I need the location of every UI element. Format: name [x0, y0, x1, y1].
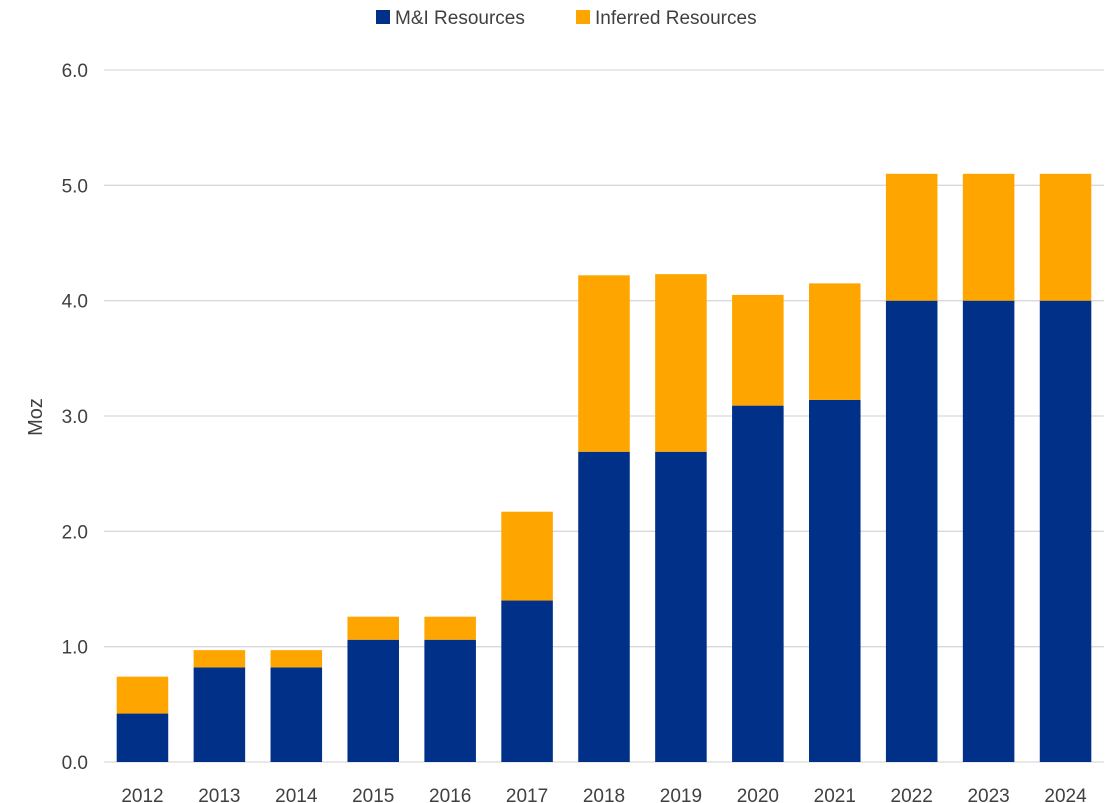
bar-mi-2019	[655, 451, 707, 762]
x-tick-label: 2018	[583, 786, 625, 803]
x-tick-label: 2023	[967, 786, 1009, 803]
legend-swatch	[376, 10, 390, 24]
bar-mi-2020	[732, 405, 784, 762]
bar-mi-2012	[116, 713, 169, 762]
bar-mi-2017	[501, 600, 553, 762]
x-tick-label: 2022	[891, 786, 933, 803]
y-tick-label: 6.0	[62, 61, 88, 82]
bar-mi-2014	[270, 667, 323, 762]
x-tick-label: 2019	[660, 786, 702, 803]
y-axis-ticks: 0.0 1.0 2.0 3.0 4.0 5.0 6.0	[62, 61, 88, 774]
bar-inferred-2015	[347, 616, 399, 640]
bar-inferred-2013	[193, 650, 246, 668]
y-tick-label: 2.0	[62, 522, 88, 543]
bar-mi-2024	[1039, 300, 1092, 762]
bar-mi-2015	[347, 639, 399, 762]
bars	[116, 173, 1092, 762]
bar-mi-2023	[962, 300, 1015, 762]
legend-swatch	[576, 10, 590, 24]
x-tick-label: 2015	[352, 786, 394, 803]
x-tick-label: 2016	[429, 786, 471, 803]
bar-inferred-2019	[655, 274, 707, 452]
y-tick-label: 5.0	[62, 176, 88, 197]
x-tick-label: 2024	[1044, 786, 1087, 803]
x-tick-label: 2012	[121, 786, 163, 803]
legend-label: Inferred Resources	[595, 8, 757, 29]
y-tick-label: 3.0	[62, 407, 88, 428]
x-tick-label: 2020	[737, 786, 779, 803]
x-tick-label: 2017	[506, 786, 548, 803]
x-tick-label: 2021	[814, 786, 856, 803]
bar-mi-2018	[578, 451, 630, 762]
bar-inferred-2016	[424, 616, 476, 640]
bar-inferred-2021	[809, 283, 861, 400]
bar-mi-2013	[193, 667, 246, 762]
bar-inferred-2023	[962, 173, 1015, 301]
bar-inferred-2012	[116, 676, 169, 714]
bar-inferred-2022	[885, 173, 938, 301]
y-tick-label: 1.0	[62, 638, 88, 659]
x-tick-label: 2013	[198, 786, 240, 803]
x-tick-label: 2014	[275, 786, 318, 803]
bar-inferred-2014	[270, 650, 323, 668]
bar-inferred-2017	[501, 511, 553, 601]
y-tick-label: 4.0	[62, 292, 88, 313]
legend-label: M&I Resources	[395, 8, 525, 29]
bar-mi-2016	[424, 639, 476, 762]
x-axis-ticks: 2012 2013 2014 2015 2016 2017 2018 2019 2020 2021…	[121, 786, 1087, 803]
bar-mi-2021	[809, 399, 861, 762]
y-tick-label: 0.0	[62, 753, 88, 774]
y-axis-label: Moz	[25, 398, 47, 436]
bar-mi-2022	[885, 300, 938, 762]
bar-inferred-2020	[732, 294, 784, 406]
bar-inferred-2018	[578, 275, 630, 452]
legend: M&I Resources Inferred Resources	[376, 8, 757, 29]
bar-inferred-2024	[1039, 173, 1092, 301]
